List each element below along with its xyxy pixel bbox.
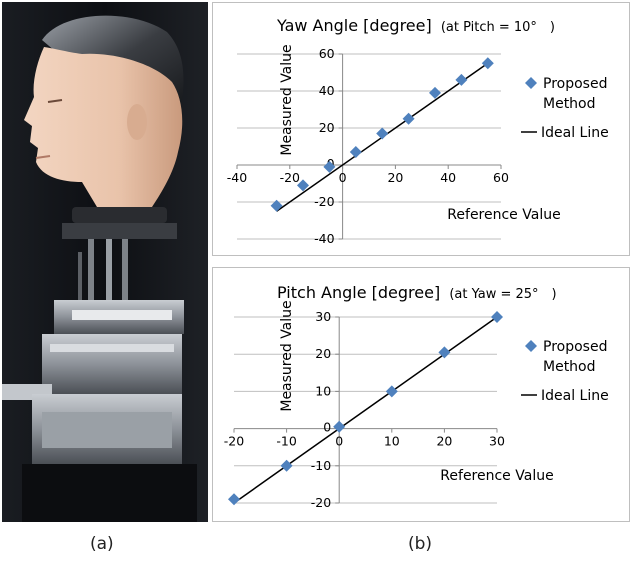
data-point — [481, 57, 494, 70]
data-point — [455, 73, 468, 86]
chart-title: Pitch Angle [degree] (at Yaw = 25° ) — [277, 283, 557, 302]
mannequin-illustration — [2, 2, 208, 522]
legend-marker-proposed — [525, 77, 537, 89]
data-point — [349, 146, 362, 159]
ideal-line — [233, 316, 498, 504]
y-axis-label: Measured Value — [279, 300, 295, 411]
x-tick-label: 40 — [440, 170, 456, 185]
chart-legend: Proposed Method Ideal Line — [521, 339, 609, 404]
legend-label-proposed-line1: Proposed — [543, 339, 607, 355]
data-point — [270, 199, 283, 212]
y-tick-label: 10 — [315, 383, 331, 398]
y-tick-label: -20 — [311, 495, 331, 510]
chart-legend: Proposed Method Ideal Line — [521, 76, 609, 141]
x-tick-label: 0 — [335, 434, 343, 449]
x-tick-label: -20 — [280, 170, 300, 185]
data-point — [323, 160, 336, 173]
data-point — [491, 311, 503, 323]
data-point — [402, 112, 415, 125]
data-point — [297, 179, 309, 192]
y-tick-label: 20 — [319, 120, 335, 135]
data-point — [228, 493, 240, 506]
y-tick-label: 60 — [319, 46, 335, 61]
x-tick-label: 10 — [384, 434, 400, 449]
legend-label-proposed-line2: Method — [543, 96, 596, 112]
x-axis-label: Reference Value — [440, 468, 553, 484]
y-tick-label: 0 — [323, 420, 331, 435]
data-point — [333, 420, 346, 433]
y-tick-label: 20 — [315, 346, 331, 361]
x-tick-label: 20 — [436, 434, 452, 449]
mannequin-head-photo — [2, 2, 208, 522]
axes: -20 -10 0 10 20 30 -20 -10 10 20 30 0 — [224, 309, 505, 510]
caption-a: (a) — [90, 534, 114, 554]
pitch-chart-panel: -20 -10 0 10 20 30 -20 -10 10 20 30 0 Pitch Angle [… — [212, 267, 630, 522]
data-point — [429, 86, 441, 99]
data-point — [280, 459, 293, 472]
x-axis-label: Reference Value — [447, 207, 560, 223]
x-tick-label: -40 — [227, 170, 247, 185]
y-tick-label: -20 — [314, 194, 334, 209]
x-tick-label: -10 — [276, 434, 296, 449]
y-tick-label: 30 — [315, 309, 331, 324]
legend-label-proposed-line1: Proposed — [543, 76, 607, 92]
chart-title: Yaw Angle [degree] (at Pitch = 10° ) — [276, 16, 555, 35]
data-point — [438, 346, 451, 359]
gridlines — [237, 53, 501, 240]
x-tick-label: 0 — [339, 170, 347, 185]
data-point — [376, 127, 389, 140]
legend-label-ideal: Ideal Line — [541, 125, 609, 141]
pitch-chart: -20 -10 0 10 20 30 -20 -10 10 20 30 0 Pitch Angle [… — [224, 283, 609, 510]
y-tick-label: -40 — [314, 231, 334, 246]
x-tick-label: 60 — [493, 170, 509, 185]
legend-label-ideal: Ideal Line — [541, 388, 609, 404]
y-tick-label: -10 — [311, 458, 331, 473]
y-axis-label: Measured Value — [279, 44, 295, 155]
x-tick-label: -20 — [224, 434, 244, 449]
caption-b: (b) — [408, 534, 433, 554]
legend-marker-proposed — [525, 340, 537, 352]
y-tick-label: 40 — [319, 83, 335, 98]
data-point — [385, 385, 398, 398]
x-tick-label: 20 — [387, 170, 403, 185]
x-tick-label: 30 — [489, 434, 505, 449]
gridlines — [234, 316, 497, 504]
legend-label-proposed-line2: Method — [543, 359, 596, 375]
